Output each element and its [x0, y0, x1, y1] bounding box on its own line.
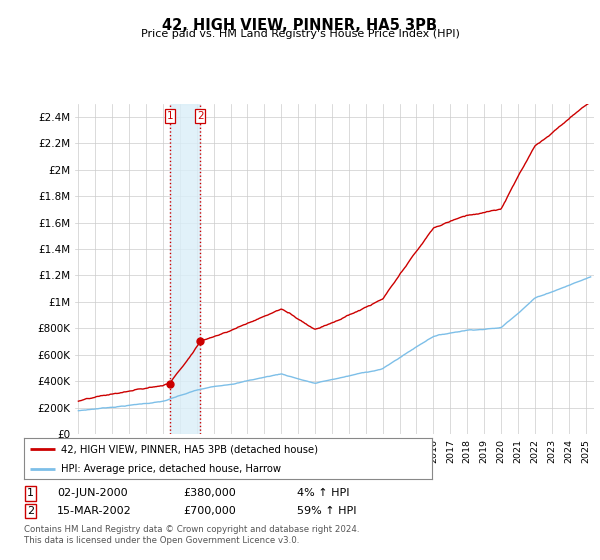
Text: Price paid vs. HM Land Registry's House Price Index (HPI): Price paid vs. HM Land Registry's House … — [140, 29, 460, 39]
Text: £380,000: £380,000 — [183, 488, 236, 498]
Text: 42, HIGH VIEW, PINNER, HA5 3PB (detached house): 42, HIGH VIEW, PINNER, HA5 3PB (detached… — [61, 445, 318, 454]
Text: HPI: Average price, detached house, Harrow: HPI: Average price, detached house, Harr… — [61, 464, 281, 474]
Text: 1: 1 — [27, 488, 34, 498]
Text: 15-MAR-2002: 15-MAR-2002 — [57, 506, 132, 516]
Text: 2: 2 — [27, 506, 34, 516]
Bar — [170, 104, 200, 434]
Text: 59% ↑ HPI: 59% ↑ HPI — [297, 506, 356, 516]
Text: 2: 2 — [197, 111, 203, 121]
Text: 1: 1 — [167, 111, 173, 121]
Text: Contains HM Land Registry data © Crown copyright and database right 2024.
This d: Contains HM Land Registry data © Crown c… — [24, 525, 359, 545]
Text: 02-JUN-2000: 02-JUN-2000 — [57, 488, 128, 498]
Text: 42, HIGH VIEW, PINNER, HA5 3PB: 42, HIGH VIEW, PINNER, HA5 3PB — [163, 18, 437, 33]
Text: £700,000: £700,000 — [183, 506, 236, 516]
Text: 4% ↑ HPI: 4% ↑ HPI — [297, 488, 349, 498]
